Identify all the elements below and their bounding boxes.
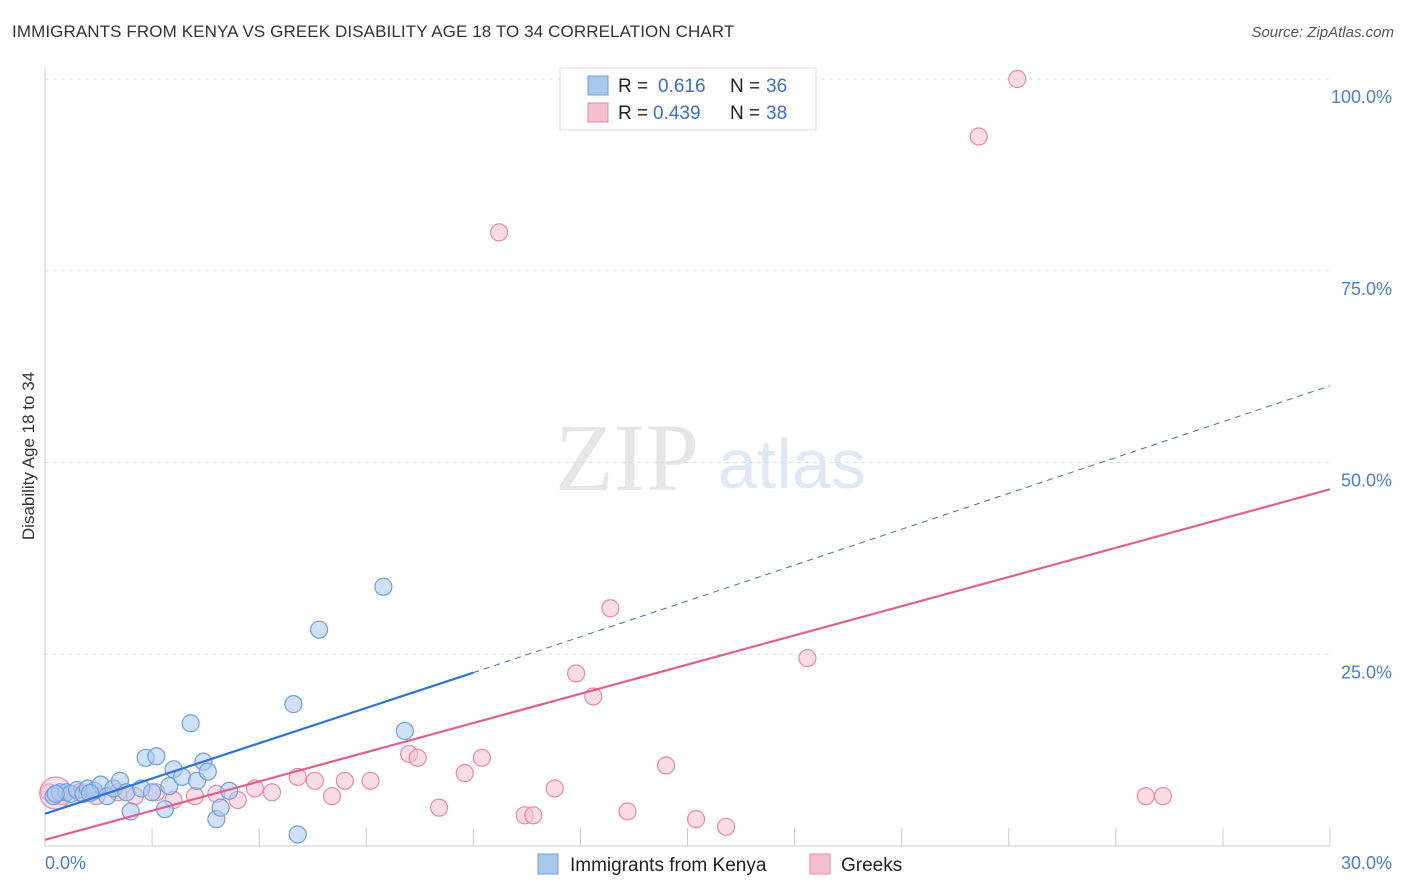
greek-point-15 (322, 787, 342, 806)
kenya-point-22 (181, 714, 200, 733)
chart-title: IMMIGRANTS FROM KENYA VS GREEK DISABILIT… (12, 22, 735, 41)
greek-point-30 (618, 802, 637, 821)
bottom-legend-label-greek: Greeks (841, 855, 902, 876)
y-tick-label-75: 75.0% (1341, 279, 1392, 299)
greek-point-34 (798, 648, 817, 668)
y-tick-label-50: 50.0% (1341, 471, 1392, 491)
greek-point-32 (686, 810, 706, 829)
greek-point-37 (1136, 787, 1155, 806)
legend: R = 0.616 N = 36 R = 0.439 N = 38 (559, 67, 817, 131)
greek-point-25 (524, 806, 543, 825)
greek-point-23 (489, 223, 509, 242)
legend-swatch-kenya (587, 75, 609, 96)
y-tick-label-25: 25.0% (1341, 662, 1392, 682)
kenya-point-16 (142, 783, 162, 802)
legend-n-value-greek: 38 (766, 103, 787, 124)
kenya-point-27 (211, 798, 230, 817)
greek-point-26 (545, 779, 564, 798)
bottom-legend-label-kenya: Immigrants from Kenya (570, 855, 767, 876)
y-tick-labels: 25.0% 50.0% 75.0% 100.0% (1331, 87, 1392, 682)
kenya-trendline (44, 671, 474, 815)
greek-point-27 (567, 664, 586, 683)
trendlines (44, 385, 1331, 841)
legend-n-label-kenya: N = (730, 76, 760, 97)
greek-point-12 (262, 783, 282, 802)
legend-n-value-kenya: 36 (766, 76, 787, 97)
legend-r-label-greek: R = (618, 103, 648, 124)
greek-point-14 (305, 771, 324, 790)
y-axis-title: Disability Age 18 to 34 (19, 372, 38, 540)
legend-r-label-kenya: R = (618, 76, 648, 97)
greek-point-29 (601, 599, 620, 618)
gridlines (45, 78, 1330, 655)
kenya-point-30 (288, 825, 307, 844)
bottom-legend-swatch-greek (809, 853, 831, 875)
kenya-trendline-extension (473, 385, 1331, 674)
legend-r-value-greek: 0.439 (653, 103, 701, 124)
greek-point-33 (716, 817, 736, 836)
kenya-point-17 (147, 747, 166, 766)
legend-swatch-greek (587, 102, 609, 123)
x-tick-label-min: 0.0% (45, 853, 86, 873)
kenya-point-29 (284, 695, 303, 714)
x-tick-label-max: 30.0% (1341, 853, 1392, 873)
watermark-zip: ZIP (555, 404, 699, 511)
y-tick-label-100: 100.0% (1331, 87, 1392, 107)
greek-point-35 (969, 127, 988, 146)
greek-point-8 (185, 787, 205, 806)
kenya-point-31 (310, 620, 329, 639)
greek-point-19 (408, 748, 427, 767)
watermark: ZIP atlas (555, 404, 866, 511)
greek-point-36 (1008, 69, 1027, 89)
greek-point-20 (429, 798, 449, 817)
greek-point-16 (335, 771, 354, 790)
kenya-point-28 (220, 781, 239, 800)
kenya-point-32 (374, 577, 393, 596)
legend-r-value-kenya: 0.616 (658, 76, 706, 97)
watermark-atlas: atlas (718, 425, 866, 503)
legend-n-label-greek: N = (730, 103, 760, 124)
kenya-series (44, 577, 414, 844)
kenya-point-25 (198, 762, 217, 781)
bottom-legend: Immigrants from Kenya Greeks (537, 853, 902, 876)
kenya-point-34 (46, 784, 65, 803)
greek-point-38 (1153, 787, 1173, 806)
kenya-point-33 (395, 721, 414, 741)
greek-point-17 (361, 771, 380, 790)
greek-trendline (44, 488, 1331, 841)
source-label: Source: ZipAtlas.com (1251, 24, 1394, 41)
kenya-point-19 (160, 777, 179, 796)
greek-point-21 (455, 764, 474, 783)
x-ticks (151, 828, 1331, 846)
greek-point-31 (656, 756, 676, 775)
greek-point-22 (472, 748, 491, 767)
bottom-legend-swatch-kenya (537, 853, 559, 875)
